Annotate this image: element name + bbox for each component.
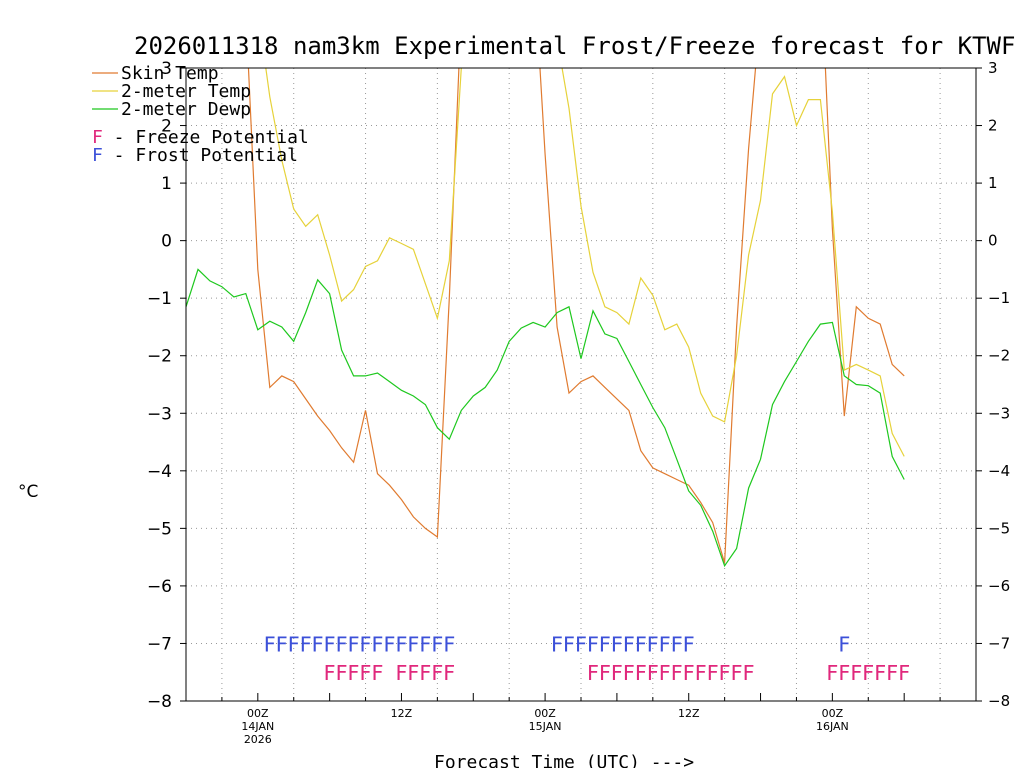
y-tick-label-left: 1 [161, 174, 172, 194]
potential-legend-item: F - Frost Potential [92, 145, 298, 166]
y-tick-label-right: −6 [988, 577, 1010, 595]
potential-legend-label: - Freeze Potential [103, 127, 309, 148]
y-tick-label-left: −7 [147, 634, 172, 654]
potential-legend-item: F - Freeze Potential [92, 127, 309, 148]
freeze-flags: FFFFFFF [826, 661, 910, 685]
y-tick-label-right: 0 [988, 232, 998, 250]
y-tick-label-right: −4 [988, 462, 1010, 480]
potential-legend-symbol: F [92, 145, 103, 166]
legend-label: 2-meter Dewp [121, 99, 251, 120]
y-tick-label-left: −3 [147, 404, 172, 424]
x-tick-label: 12Z [391, 707, 413, 720]
y-tick-label-left: −1 [147, 289, 172, 309]
y-tick-label-left: −2 [147, 347, 172, 367]
potential-legend-label: - Frost Potential [103, 145, 298, 166]
legend-label: 2-meter Temp [121, 81, 251, 102]
y-tick-label-right: 3 [988, 59, 998, 77]
y-tick-label-right: −1 [988, 289, 1010, 307]
y-tick-label-left: 0 [161, 232, 172, 252]
x-tick-date: 15JAN [529, 720, 562, 733]
y-tick-label-right: −3 [988, 404, 1010, 422]
series-line-2-meter-temp [265, 68, 905, 457]
y-tick-label-left: 3 [161, 59, 172, 79]
y-tick-label-left: −8 [147, 692, 172, 712]
series-line-2-meter-dewp [186, 268, 905, 568]
freeze-flags: FFFFFFFFFFFFFF [587, 661, 755, 685]
potential-legend-symbol: F [92, 127, 103, 148]
y-tick-label-left: −5 [147, 519, 172, 539]
y-tick-label-left: 2 [161, 117, 172, 137]
x-axis-label: Forecast Time (UTC) ---> [434, 752, 694, 768]
freeze-flags: FFFFF [395, 661, 455, 685]
x-tick-date: 16JAN [816, 720, 849, 733]
legend-label: Skin Temp [121, 63, 219, 84]
frost-flags: FFFFFFFFFFFFFFFF [264, 632, 456, 656]
frost-flags: F [838, 632, 850, 656]
y-tick-label-right: 2 [988, 117, 998, 135]
y-tick-label-right: −8 [988, 692, 1010, 710]
series-line-skin-temp [247, 68, 905, 564]
x-tick-date: 14JAN [241, 720, 274, 733]
x-tick-label: 00Z [534, 707, 556, 720]
frost-flags: FFFFFFFFFFFF [551, 632, 695, 656]
chart-title: 2026011318 nam3km Experimental Frost/Fre… [134, 32, 1015, 60]
x-tick-label: 00Z [822, 707, 844, 720]
y-tick-label-right: −2 [988, 347, 1010, 365]
y-tick-label-left: −6 [147, 577, 172, 597]
x-tick-year: 2026 [244, 733, 272, 746]
frost-freeze-flags: FFFFFFFFFFFFFFFF FFFFFFFFFFFF FFFFFF FFFFF F… [264, 632, 910, 685]
y-tick-label-right: 1 [988, 174, 998, 192]
series-layer [186, 68, 905, 568]
y-axis-label: °C [18, 482, 38, 502]
x-tick-label: 00Z [247, 707, 269, 720]
freeze-flags: FFFFF [324, 661, 384, 685]
x-tick-label: 12Z [678, 707, 700, 720]
y-tick-label-right: −7 [988, 634, 1010, 652]
grid-lines [186, 68, 976, 701]
y-tick-label-right: −5 [988, 519, 1010, 537]
y-tick-label-left: −4 [147, 462, 172, 482]
y-axis: −8 −8 −7 −7 −6 −6 −5 −5 −4 −4 −3 −3 −2 −2 −1 −1 0 0 1 1 2 2 3 3 [147, 59, 1010, 712]
